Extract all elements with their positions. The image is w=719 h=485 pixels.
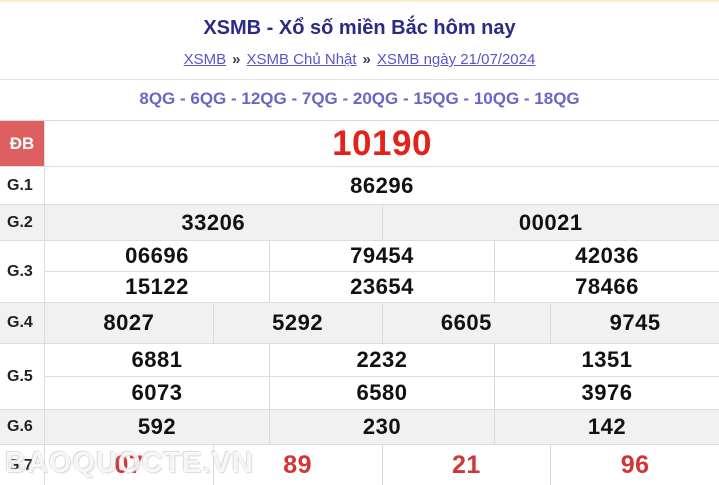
table-row: G.2 33206 00021 bbox=[0, 205, 719, 241]
prize-label: G.2 bbox=[0, 205, 45, 240]
result-number: 96 bbox=[550, 445, 719, 485]
station-link[interactable]: 18QG bbox=[534, 89, 580, 108]
result-number: 07 bbox=[114, 451, 144, 479]
table-row: ĐB 10190 bbox=[0, 121, 719, 167]
table-row: G.5 6881 2232 1351 6073 6580 3976 bbox=[0, 344, 719, 410]
station-separator: - bbox=[175, 89, 191, 108]
result-number: 9745 bbox=[550, 303, 719, 343]
table-row: G.1 86296 bbox=[0, 167, 719, 205]
table-row: G.7 07 89 21 96 bbox=[0, 445, 719, 485]
station-link[interactable]: 8QG bbox=[139, 89, 176, 108]
result-number: 21 bbox=[381, 445, 551, 485]
result-number: 6881 bbox=[131, 347, 183, 372]
breadcrumb-link[interactable]: XSMB ngày 21/07/2024 bbox=[376, 51, 536, 68]
breadcrumb-link[interactable]: XSMB Chủ Nhật bbox=[246, 51, 357, 68]
prize-label: G.1 bbox=[0, 167, 45, 204]
result-number: 3976 bbox=[494, 377, 719, 409]
page-title: XSMB - Xổ số miền Bắc hôm nay bbox=[203, 17, 516, 39]
station-link[interactable]: 7QG bbox=[301, 89, 338, 108]
result-number: 142 bbox=[494, 410, 719, 444]
station-bar: 8QG - 6QG - 12QG - 7QG - 20QG - 15QG - 1… bbox=[0, 80, 719, 121]
result-number: 5292 bbox=[212, 303, 382, 343]
station-separator: - bbox=[398, 89, 414, 108]
breadcrumb-link[interactable]: XSMB bbox=[183, 51, 227, 68]
station-separator: - bbox=[519, 89, 535, 108]
station-separator: - bbox=[337, 89, 353, 108]
prize-label: G.6 bbox=[0, 410, 45, 444]
result-number: 6580 bbox=[269, 377, 494, 409]
result-number: 42036 bbox=[494, 241, 719, 271]
station-link[interactable]: 6QG bbox=[190, 89, 227, 108]
prize-label: G.4 bbox=[0, 303, 45, 343]
table-row: G.6 592 230 142 bbox=[0, 410, 719, 445]
result-number: 592 bbox=[137, 414, 177, 439]
prize-label: G.3 bbox=[0, 241, 45, 302]
result-number: 230 bbox=[269, 410, 494, 444]
result-number: 23654 bbox=[269, 272, 494, 302]
result-number: 78466 bbox=[494, 272, 719, 302]
result-number: 6073 bbox=[131, 380, 183, 405]
result-number: 8027 bbox=[103, 310, 155, 335]
prize-label: G.5 bbox=[0, 344, 45, 409]
prize-label: ĐB bbox=[0, 121, 45, 166]
result-number: 6605 bbox=[381, 303, 551, 343]
table-row: G.4 8027 5292 6605 9745 bbox=[0, 303, 719, 344]
result-number: 10190 bbox=[332, 123, 432, 163]
station-link[interactable]: 12QG bbox=[241, 89, 287, 108]
result-number: 79454 bbox=[269, 241, 494, 271]
result-number: 06696 bbox=[125, 243, 189, 268]
breadcrumb-separator: » bbox=[232, 51, 241, 68]
result-number: 33206 bbox=[181, 209, 246, 235]
result-number: 86296 bbox=[350, 172, 414, 198]
station-link[interactable]: 20QG bbox=[352, 89, 399, 108]
result-number: 15122 bbox=[125, 274, 189, 299]
breadcrumb-separator: » bbox=[362, 51, 371, 68]
table-row: G.3 06696 79454 42036 15122 23654 78466 bbox=[0, 241, 719, 303]
prize-label: G.7 bbox=[0, 445, 45, 485]
station-separator: - bbox=[226, 89, 242, 108]
result-number: 00021 bbox=[381, 205, 719, 240]
breadcrumb: XSMB » XSMB Chủ Nhật » XSMB ngày 21/07/2024 bbox=[0, 51, 719, 80]
result-number: 89 bbox=[212, 445, 382, 485]
header: XSMB - Xổ số miền Bắc hôm nay XSMB » XSMB … bbox=[0, 2, 719, 80]
station-link[interactable]: 10QG bbox=[473, 89, 520, 108]
results-table: ĐB 10190 G.1 86296 G.2 33206 00021 G.3 06696 7945… bbox=[0, 121, 719, 485]
station-separator: - bbox=[286, 89, 302, 108]
station-separator: - bbox=[458, 89, 474, 108]
station-link[interactable]: 15QG bbox=[413, 89, 459, 108]
result-number: 1351 bbox=[494, 344, 719, 376]
result-number: 2232 bbox=[269, 344, 494, 376]
